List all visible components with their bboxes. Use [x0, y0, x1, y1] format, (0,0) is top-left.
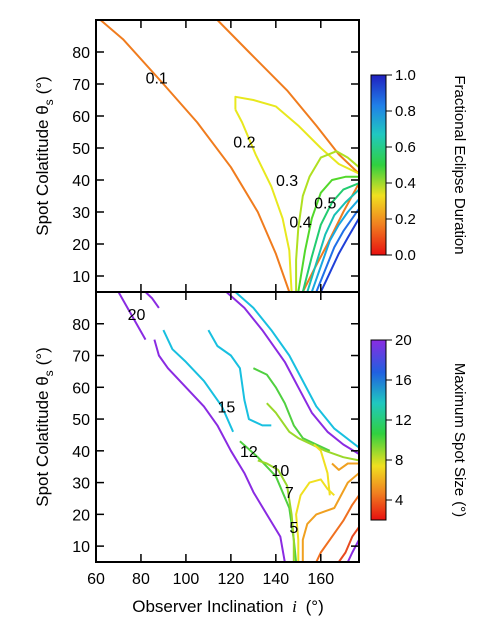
contour-line-20-17	[346, 539, 359, 562]
contour-label: 0.2	[233, 135, 255, 152]
contour-label: 15	[217, 399, 235, 416]
y-tick-label: 80	[72, 317, 90, 334]
y-tick-label: 10	[72, 269, 90, 286]
y-tick-label: 20	[72, 237, 90, 254]
y-tick-label: 50	[72, 412, 90, 429]
colorbar-tick-label: 1.0	[395, 67, 416, 84]
bottom-colorbar-ticks: 4 8 12 16 20	[386, 332, 412, 509]
contour-line-0_1-1	[216, 20, 359, 175]
x-tick-label: 120	[218, 571, 245, 588]
colorbar-tick-label: 12	[395, 412, 412, 429]
contour-line-0_5-7	[301, 182, 359, 292]
colorbar-tick-label: 16	[395, 372, 412, 389]
contour-line-7-11	[295, 478, 335, 562]
contour-line-20-0	[117, 292, 147, 341]
top-colorbar-gradient	[370, 74, 387, 256]
contour-line-16-4	[162, 329, 235, 433]
contour-line-0_2-4	[234, 109, 293, 292]
contour-line-3-16	[337, 526, 359, 562]
colorbar-tick-label: 0.8	[395, 103, 416, 120]
contour-line-0_8-10	[315, 208, 359, 292]
contour-line-12-8	[252, 367, 331, 452]
x-tick-label: 160	[307, 571, 334, 588]
colorbar-tick-label: 0.2	[395, 211, 416, 228]
top-contours	[99, 20, 359, 292]
bottom-y-ticks: 10 20 30 40 50 60 70 80	[72, 317, 359, 556]
contour-label: 0.5	[314, 195, 336, 212]
bottom-contour-labels: 20 15 12 10 7 5	[128, 307, 299, 537]
contour-line-20-2	[153, 339, 286, 562]
contour-line-20-3	[225, 292, 359, 455]
bottom-colorbar-gradient	[370, 339, 387, 521]
top-contour-labels: 0.1 0.2 0.3 0.40.5	[146, 71, 337, 232]
y-tick-label: 30	[72, 476, 90, 493]
bottom-x-ticks: 60 80 100 120 140 160	[87, 292, 334, 588]
bottom-colorbar-title: Maximum Spot Size(°)	[451, 363, 468, 517]
contour-label: 5	[289, 520, 298, 537]
contour-label: 7	[285, 485, 294, 502]
y-tick-label: 40	[72, 173, 90, 190]
y-tick-label: 40	[72, 444, 90, 461]
top-colorbar-ticks: 0.0 0.2 0.4 0.6 0.8 1.0	[386, 67, 416, 264]
y-tick-label: 10	[72, 539, 90, 556]
colorbar-tick-label: 4	[395, 492, 403, 509]
bottom-panel: 10 20 30 40 50 60 70 80 60 80 100 120 140 160 20 15 12…	[72, 291, 360, 588]
x-tick-label: 60	[87, 571, 105, 588]
colorbar-tick-label: 0.0	[395, 247, 416, 264]
contour-line-16-5	[207, 329, 272, 427]
contour-line-0_1-2	[301, 182, 359, 292]
bottom-y-axis-title: Spot Colatitude θs(°)	[33, 347, 56, 507]
contour-line-5-14	[331, 462, 359, 471]
bottom-plot-frame	[95, 291, 360, 563]
colorbar-tick-label: 0.6	[395, 139, 416, 156]
colorbar-tick-label: 8	[395, 452, 403, 469]
colorbar-tick-label: 20	[395, 332, 412, 349]
contour-label: 12	[240, 444, 258, 461]
x-tick-label: 80	[132, 571, 150, 588]
bottom-colorbar: 4 8 12 16 20 Maximum Spot Size(°)	[370, 332, 468, 521]
y-tick-label: 20	[72, 507, 90, 524]
contour-line-15-6	[234, 292, 359, 449]
contour-line-0_9-11	[319, 217, 359, 292]
contour-line-7-12	[313, 443, 331, 496]
contour-label: 20	[128, 307, 146, 324]
top-colorbar-title: Fractional Eclipse Duration	[451, 75, 468, 254]
y-tick-label: 30	[72, 205, 90, 222]
colorbar-tick-label: 0.4	[395, 175, 416, 192]
y-tick-label: 70	[72, 349, 90, 366]
y-tick-label: 50	[72, 141, 90, 158]
contour-line-5-13	[301, 472, 359, 562]
contour-line-0_2-3	[234, 95, 359, 175]
contour-line-0_7-9	[310, 198, 359, 292]
y-tick-label: 60	[72, 109, 90, 126]
y-tick-label: 70	[72, 77, 90, 94]
contour-line-0_3-5	[295, 150, 359, 292]
contour-label: 10	[271, 463, 289, 480]
contour-line-0_4-6	[297, 175, 359, 292]
contour-label: 0.4	[289, 215, 311, 232]
contour-label: 0.1	[146, 71, 168, 88]
contour-line-0_1-0	[99, 20, 291, 292]
top-y-ticks: 10 20 30 40 50 60 70 80	[72, 20, 359, 292]
top-panel: 10 20 30 40 50 60 70 80 0.1 0.2 0.3 0.40.5	[72, 19, 360, 293]
top-y-axis-title: Spot Colatitude θs(°)	[33, 76, 56, 236]
x-axis-title: Observer Inclination i (°)	[132, 597, 324, 616]
contour-label: 0.3	[276, 173, 298, 190]
y-tick-label: 80	[72, 45, 90, 62]
contour-line-10-10	[257, 459, 295, 562]
bottom-contours	[117, 292, 359, 562]
contour-line-0_6-8	[306, 188, 359, 292]
x-tick-label: 140	[262, 571, 289, 588]
contour-line-10-9	[266, 402, 359, 462]
y-tick-label: 60	[72, 380, 90, 397]
contour-line-20-1	[144, 292, 160, 309]
x-tick-label: 100	[173, 571, 200, 588]
top-colorbar: 0.0 0.2 0.4 0.6 0.8 1.0 Fractional Eclipse Du…	[370, 67, 468, 264]
